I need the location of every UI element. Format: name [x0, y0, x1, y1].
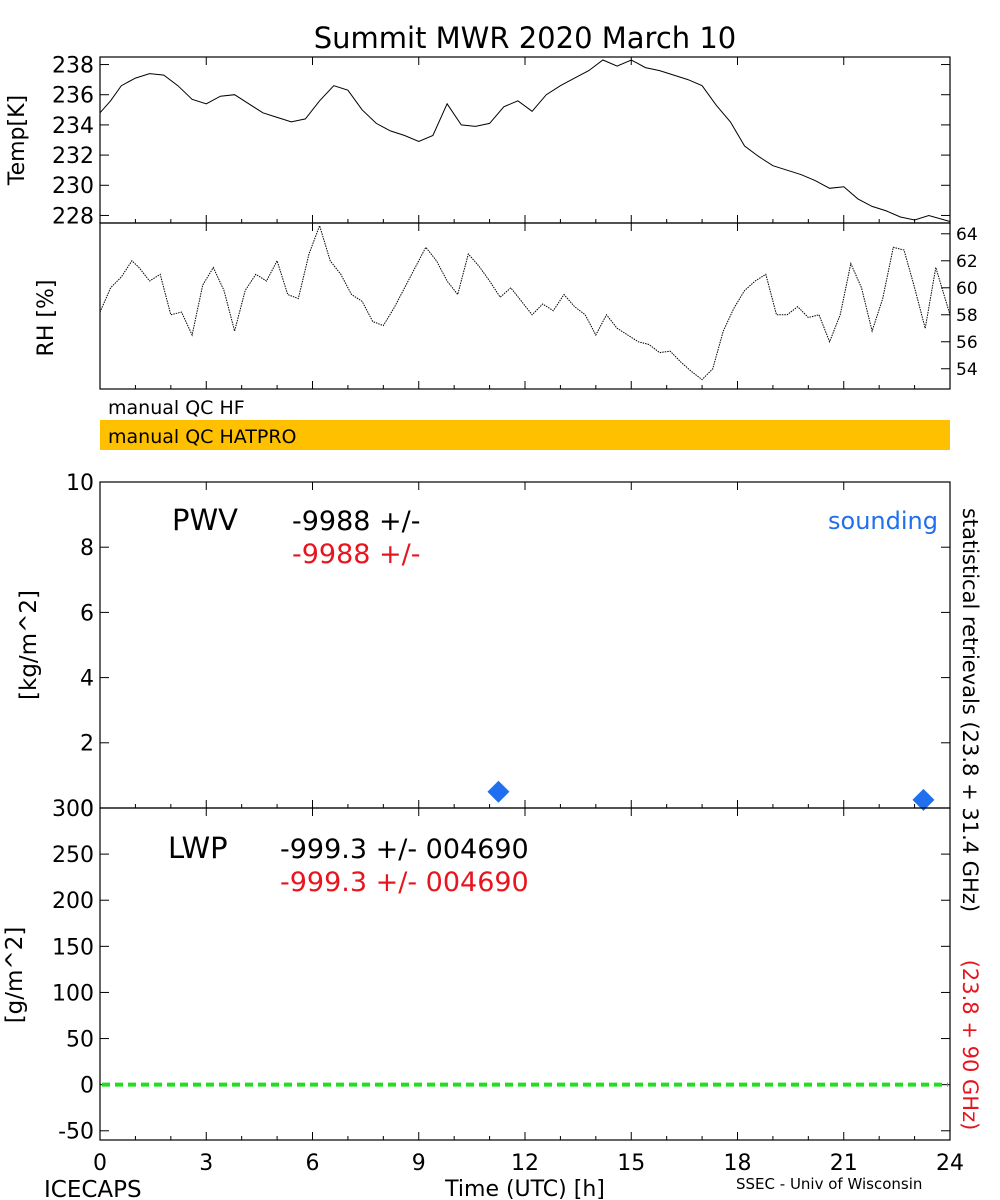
temp-frame — [99, 56, 951, 224]
pwv-y-axis: 0 2 4 6 8 10 — [66, 471, 950, 822]
rh-ytick-label: 62 — [956, 252, 978, 272]
temp-ytick-label: 234 — [52, 114, 94, 139]
pwv-ytick-label: 10 — [66, 471, 94, 496]
lwp-ytick-label: 100 — [52, 981, 94, 1006]
footer-left: ICECAPS — [44, 1177, 142, 1200]
lwp-ytick-label: 300 — [52, 797, 94, 822]
rh-frame — [99, 222, 951, 390]
pwv-ytick-label: 0 — [80, 797, 94, 822]
temp-series-line — [99, 59, 951, 222]
x-tick-label: 6 — [306, 1151, 320, 1176]
pwv-sounding-points — [487, 780, 935, 811]
lwp-value-red: -999.3 +/- 004690 — [280, 867, 529, 898]
x-tick-label: 3 — [199, 1151, 213, 1176]
side-label-red: (23.8 + 90 GHz) — [958, 960, 982, 1131]
temp-ytick-label: 236 — [52, 84, 94, 109]
lwp-ytick-label: -50 — [58, 1120, 94, 1145]
rh-ytick-label: 58 — [956, 306, 978, 326]
sounding-point — [912, 788, 935, 811]
x-tick-label: 12 — [511, 1151, 539, 1176]
pwv-value-black: -9988 +/- — [292, 506, 421, 537]
x-tick-label: 9 — [412, 1151, 426, 1176]
lwp-ytick-label: 250 — [52, 843, 94, 868]
x-tick-label: 0 — [93, 1151, 107, 1176]
pwv-ytick-label: 4 — [80, 667, 94, 692]
lwp-ylabel: [g/m^2] — [2, 927, 28, 1024]
temp-ytick-label: 238 — [52, 53, 94, 78]
lwp-ytick-label: 50 — [66, 1027, 94, 1052]
lwp-value-black: -999.3 +/- 004690 — [280, 834, 529, 865]
rh-ytick-label: 64 — [956, 225, 978, 245]
pwv-value-red: -9988 +/- — [292, 539, 421, 570]
lwp-ytick-label: 0 — [80, 1074, 94, 1099]
rh-series-line — [99, 224, 951, 381]
pwv-ytick-label: 8 — [80, 536, 94, 561]
lwp-x-axis: 0 3 6 9 12 15 18 21 24 — [93, 808, 964, 1176]
pwv-ytick-label: 6 — [80, 601, 94, 626]
lwp-panel: [g/m^2] -50 0 50 100 150 200 250 300 0 3 6 9 12 15 18… — [2, 797, 964, 1176]
rh-ytick-label: 60 — [956, 279, 978, 299]
rh-ylabel: RH [%] — [34, 280, 59, 357]
temp-panel: Temp[K] 228 230 232 234 236 238 — [5, 53, 951, 229]
temp-ytick-label: 232 — [52, 144, 94, 169]
sounding-point — [487, 780, 510, 803]
qc-hatpro-label: manual QC HATPRO — [108, 426, 297, 448]
x-tick-label: 21 — [830, 1151, 858, 1176]
temp-ytick-label: 230 — [52, 174, 94, 199]
rh-ytick-label: 56 — [956, 333, 978, 353]
lwp-label: LWP — [168, 831, 228, 865]
lwp-ytick-label: 200 — [52, 889, 94, 914]
lwp-y-axis: -50 0 50 100 150 200 250 300 — [52, 797, 950, 1145]
temp-x-ticks — [99, 57, 951, 223]
rh-y-axis: 54 56 58 60 62 64 — [941, 225, 978, 380]
footer-right: SSEC - Univ of Wisconsin — [736, 1175, 922, 1193]
pwv-ylabel: [kg/m^2] — [16, 590, 42, 700]
chart-title: Summit MWR 2020 March 10 — [314, 21, 737, 55]
x-tick-label: 18 — [724, 1151, 752, 1176]
lwp-ytick-label: 150 — [52, 935, 94, 960]
qc-hf-label: manual QC HF — [108, 397, 245, 419]
x-tick-label: 15 — [617, 1151, 645, 1176]
rh-x-ticks — [99, 223, 951, 389]
pwv-ytick-label: 2 — [80, 732, 94, 757]
pwv-label: PWV — [172, 503, 238, 537]
rh-panel: RH [%] 54 56 58 60 62 64 — [34, 222, 978, 390]
side-label-statistical: statistical retrievals (23.8 + 31.4 GHz) — [958, 508, 982, 912]
x-tick-label: 24 — [936, 1151, 964, 1176]
rh-ytick-label: 54 — [956, 360, 978, 380]
pwv-x-ticks — [99, 482, 951, 808]
x-axis-label: Time (UTC) [h] — [444, 1177, 605, 1200]
temp-y-axis: 228 230 232 234 236 238 — [52, 53, 950, 229]
pwv-legend-sounding: sounding — [828, 507, 938, 535]
pwv-panel: [kg/m^2] 0 2 4 6 8 10 PWV -9988 +/- -9988 +/-… — [16, 471, 951, 822]
temp-ylabel: Temp[K] — [5, 95, 30, 186]
temp-ytick-label: 228 — [52, 204, 94, 229]
qc-hatpro-bar — [100, 420, 950, 450]
